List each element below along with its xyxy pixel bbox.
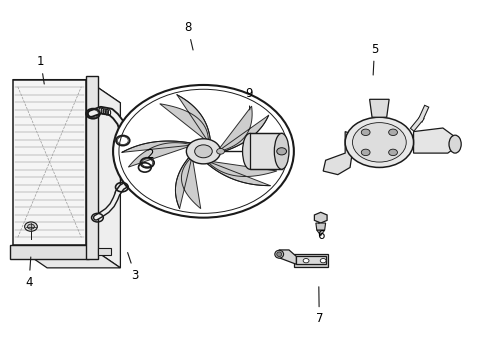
Circle shape <box>361 149 370 156</box>
Text: 1: 1 <box>37 55 45 84</box>
Polygon shape <box>86 80 121 268</box>
Polygon shape <box>13 80 86 244</box>
Ellipse shape <box>449 135 461 153</box>
Polygon shape <box>369 99 389 117</box>
Text: 6: 6 <box>317 222 324 242</box>
Ellipse shape <box>275 250 284 258</box>
Polygon shape <box>13 244 121 268</box>
Circle shape <box>217 148 224 154</box>
Polygon shape <box>160 95 211 144</box>
Polygon shape <box>215 106 269 154</box>
Circle shape <box>119 89 288 213</box>
Polygon shape <box>86 76 98 259</box>
Polygon shape <box>294 254 328 267</box>
Circle shape <box>303 258 309 263</box>
Circle shape <box>195 145 212 158</box>
Polygon shape <box>317 230 325 235</box>
Circle shape <box>277 148 287 155</box>
Text: 4: 4 <box>25 257 33 289</box>
Polygon shape <box>323 132 355 175</box>
Text: 7: 7 <box>316 287 323 325</box>
Polygon shape <box>316 223 326 230</box>
Polygon shape <box>203 160 277 186</box>
Polygon shape <box>250 134 282 169</box>
Circle shape <box>352 123 406 162</box>
Ellipse shape <box>274 134 289 169</box>
Ellipse shape <box>243 134 257 169</box>
Text: 8: 8 <box>184 21 193 50</box>
Polygon shape <box>279 250 296 264</box>
Polygon shape <box>296 256 326 264</box>
Circle shape <box>320 258 326 263</box>
Circle shape <box>186 139 220 164</box>
Circle shape <box>27 224 34 229</box>
Circle shape <box>361 129 370 135</box>
Polygon shape <box>98 248 111 255</box>
Polygon shape <box>122 141 196 167</box>
Text: 2: 2 <box>139 148 153 166</box>
Circle shape <box>24 222 37 231</box>
Circle shape <box>389 129 397 135</box>
Polygon shape <box>13 80 121 103</box>
Polygon shape <box>414 128 458 153</box>
Polygon shape <box>175 154 201 209</box>
Ellipse shape <box>277 252 282 257</box>
Text: 5: 5 <box>371 42 378 75</box>
Polygon shape <box>10 244 89 259</box>
Circle shape <box>389 149 397 156</box>
Circle shape <box>113 85 294 218</box>
Polygon shape <box>315 212 327 223</box>
Text: 3: 3 <box>127 253 139 282</box>
Text: 9: 9 <box>245 87 253 110</box>
Circle shape <box>345 117 414 167</box>
